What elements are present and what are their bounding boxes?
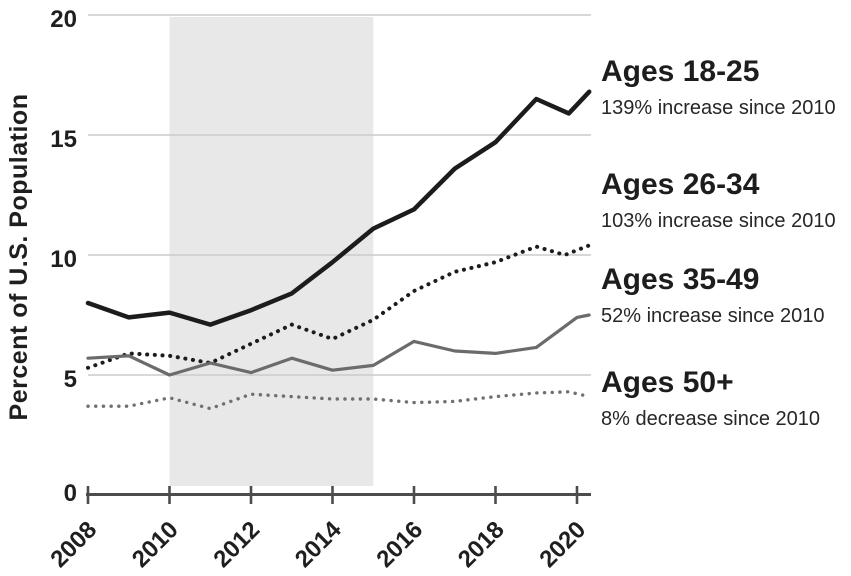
legend-ages-50-plus: Ages 50+ 8% decrease since 2010 bbox=[601, 366, 820, 431]
y-tick-label-10: 10 bbox=[50, 246, 77, 273]
x-tick-label-2016: 2016 bbox=[371, 516, 428, 573]
shaded-band-2010-2015 bbox=[169, 17, 374, 486]
legend-annotation-ages-35-49: 52% increase since 2010 bbox=[601, 305, 825, 327]
y-tick-label-15: 15 bbox=[50, 126, 77, 153]
y-tick-label-5: 5 bbox=[64, 366, 77, 393]
x-tick-label-2012: 2012 bbox=[208, 516, 265, 573]
series-line-ages-26-34 bbox=[86, 243, 592, 370]
series-line-ages-35-49 bbox=[86, 313, 591, 377]
legend-title-ages-50-plus: Ages 50+ bbox=[601, 366, 734, 399]
x-tick-label-2008: 2008 bbox=[45, 516, 102, 573]
legend-annotation-ages-26-34: 103% increase since 2010 bbox=[601, 210, 836, 232]
y-tick-label-20: 20 bbox=[50, 6, 77, 33]
legend-annotation-ages-50-plus: 8% decrease since 2010 bbox=[601, 408, 821, 430]
legend-ages-26-34: Ages 26-34 103% increase since 2010 bbox=[601, 168, 836, 233]
legend-title-ages-35-49: Ages 35-49 bbox=[601, 263, 760, 296]
x-tick-label-2014: 2014 bbox=[290, 516, 347, 573]
legend-title-ages-26-34: Ages 26-34 bbox=[601, 168, 760, 201]
legend-ages-35-49: Ages 35-49 52% increase since 2010 bbox=[601, 263, 824, 328]
y-axis-title: Percent of U.S. Population bbox=[5, 94, 33, 421]
legend-annotation-ages-18-25: 139% increase since 2010 bbox=[601, 97, 836, 119]
legend-title-ages-18-25: Ages 18-25 bbox=[601, 55, 760, 88]
y-tick-label-0: 0 bbox=[64, 480, 77, 507]
series-line-ages-18-25 bbox=[85, 89, 592, 327]
legend-ages-18-25: Ages 18-25 139% increase since 2010 bbox=[601, 55, 836, 120]
series-line-ages-50 bbox=[86, 390, 591, 411]
x-tick-label-2010: 2010 bbox=[127, 516, 184, 573]
x-tick-label-2020: 2020 bbox=[534, 516, 591, 573]
x-tick-label-2018: 2018 bbox=[453, 516, 510, 573]
